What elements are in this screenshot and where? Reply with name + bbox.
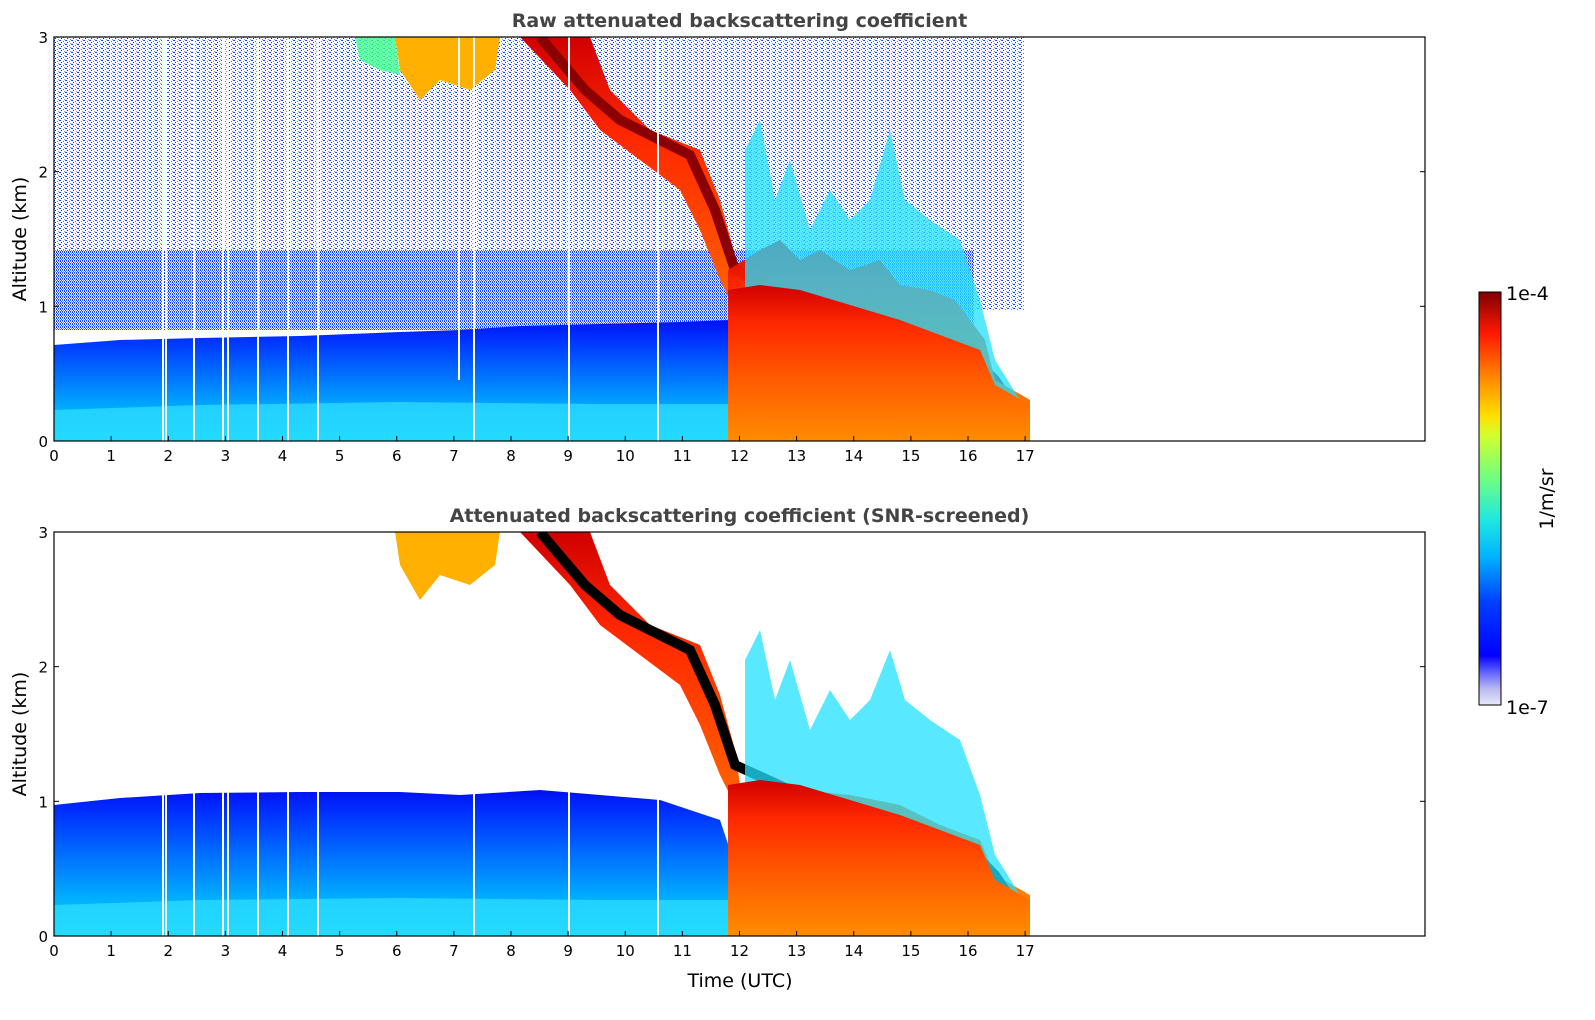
x-tick-label: 9 — [563, 447, 573, 465]
precipitation-region-front — [728, 285, 1030, 441]
x-tick-label: 16 — [958, 447, 977, 465]
x-tick-label: 0 — [49, 447, 59, 465]
x-tick-label: 12 — [730, 447, 749, 465]
x-tick-label: 4 — [278, 942, 288, 960]
x-axis-label: Time (UTC) — [686, 970, 792, 992]
x-tick-label: 16 — [958, 942, 977, 960]
y-tick-label: 0 — [38, 928, 48, 946]
x-tick-label: 3 — [221, 447, 231, 465]
x-tick-label: 9 — [563, 942, 573, 960]
x-axis-raw: 0 1 2 3 4 5 6 7 8 9 10 11 12 13 14 15 16 17 — [49, 436, 1035, 465]
x-tick-label: 10 — [616, 447, 635, 465]
panel-title-raw: Raw attenuated backscattering coefficien… — [512, 10, 968, 32]
y-tick-label: 2 — [38, 659, 48, 677]
heatmap-raw — [54, 37, 1030, 441]
precipitation-region-screened — [728, 780, 1030, 936]
colorbar: 1e-4 1e-7 1/m/sr — [1478, 283, 1558, 719]
x-tick-label: 8 — [506, 942, 516, 960]
data-gap-lines — [162, 37, 659, 441]
y-axis-screened: 0 1 2 3 — [38, 524, 1425, 946]
x-tick-label: 1 — [106, 942, 116, 960]
colorbar-max-label: 1e-4 — [1506, 283, 1549, 305]
x-tick-label: 2 — [163, 447, 173, 465]
y-tick-label: 0 — [38, 433, 48, 451]
y-tick-label: 2 — [38, 164, 48, 182]
panel-raw: Raw attenuated backscattering coefficien… — [9, 10, 1426, 465]
x-tick-label: 1 — [106, 447, 116, 465]
x-axis-screened: 0 1 2 3 4 5 6 7 8 9 10 11 12 13 14 15 16 17 — [49, 931, 1035, 960]
x-tick-label: 4 — [278, 447, 288, 465]
x-tick-label: 7 — [449, 447, 459, 465]
y-tick-label: 1 — [38, 793, 48, 811]
boundary-layer-surface-screened — [54, 898, 730, 936]
y-tick-label: 3 — [38, 524, 48, 542]
x-tick-label: 15 — [901, 447, 920, 465]
heatmap-screened — [54, 532, 1030, 936]
x-tick-label: 8 — [506, 447, 516, 465]
x-tick-label: 6 — [392, 447, 402, 465]
x-tick-label: 3 — [221, 942, 231, 960]
panel-screened: Attenuated backscattering coefficient (S… — [9, 505, 1426, 992]
y-axis-raw: 0 1 2 3 — [38, 29, 1425, 451]
x-tick-label: 11 — [673, 447, 692, 465]
x-tick-label: 13 — [787, 942, 806, 960]
colorbar-unit-label: 1/m/sr — [1536, 468, 1558, 529]
y-axis-label-screened: Altitude (km) — [9, 672, 31, 797]
boundary-layer-surface — [54, 402, 730, 441]
high-cloud-fragment-screened — [395, 532, 500, 600]
x-tick-label: 12 — [730, 942, 749, 960]
high-cloud-fragment-edge — [355, 37, 400, 75]
x-tick-label: 15 — [901, 942, 920, 960]
y-tick-label: 1 — [38, 298, 48, 316]
x-tick-label: 6 — [392, 942, 402, 960]
x-tick-label: 13 — [787, 447, 806, 465]
y-tick-label: 3 — [38, 29, 48, 47]
x-tick-label: 2 — [163, 942, 173, 960]
data-gap-lines-screened — [162, 790, 659, 936]
panel-title-screened: Attenuated backscattering coefficient (S… — [450, 505, 1030, 527]
x-tick-label: 0 — [49, 942, 59, 960]
colorbar-min-label: 1e-7 — [1506, 697, 1549, 719]
x-tick-label: 17 — [1016, 447, 1035, 465]
x-tick-label: 17 — [1016, 942, 1035, 960]
x-tick-label: 10 — [616, 942, 635, 960]
x-tick-label: 11 — [673, 942, 692, 960]
x-tick-label: 14 — [844, 942, 863, 960]
x-tick-label: 7 — [449, 942, 459, 960]
colorbar-gradient — [1478, 291, 1502, 706]
y-axis-label-raw: Altitude (km) — [9, 177, 31, 302]
x-tick-label: 5 — [335, 447, 345, 465]
x-tick-label: 14 — [844, 447, 863, 465]
x-tick-label: 5 — [335, 942, 345, 960]
